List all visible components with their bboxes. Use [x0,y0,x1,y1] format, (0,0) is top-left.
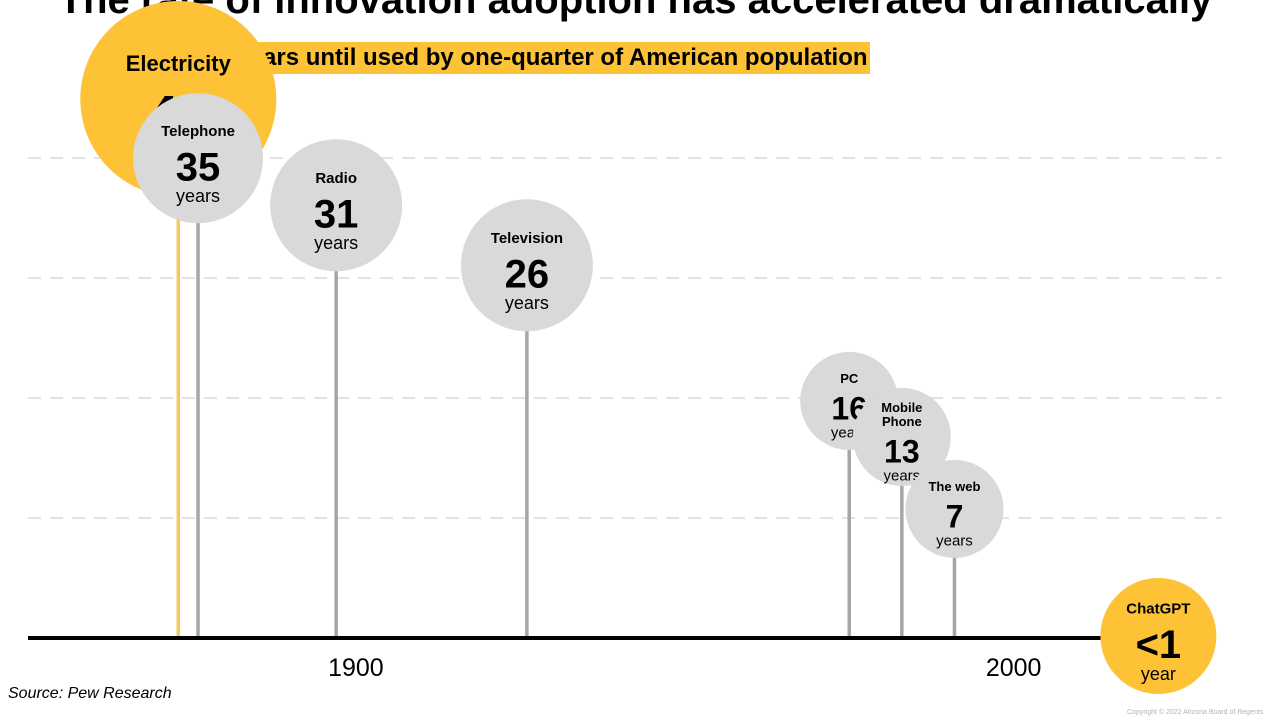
source-note: Source: Pew Research [8,685,172,702]
point-label-electricity: Electricity [126,51,232,76]
x-tick-label-1900: 1900 [328,654,384,682]
point-label-television: Television [491,230,563,247]
point-value-the-web: 7 [946,499,964,535]
point-label-radio: Radio [315,170,357,187]
point-value-mobile-phone: 13 [884,434,920,470]
bubble-circle-mobile-phone [852,387,951,486]
point-unit-telephone: years [176,186,220,206]
point-label-chatgpt: ChatGPT [1126,601,1190,618]
point-unit-mobile-phone: years [884,468,921,485]
point-value-chatgpt: <1 [1136,623,1182,667]
copyright-note: Copyright © 2022 Arizona Board of Regent… [1127,709,1264,716]
point-label-mobile-phone-0: Mobile [881,400,922,415]
bubble-circle-chatgpt [1100,578,1217,694]
point-unit-television: years [505,293,549,313]
bubble-circle-telephone [133,93,264,224]
point-label-the-web: The web [928,479,980,494]
point-value-television: 26 [505,253,550,297]
point-unit-the-web: years [936,533,973,550]
bubble-circle-the-web [905,459,1004,558]
point-unit-radio: years [314,233,358,253]
bubble-circle-television [460,199,593,332]
bubble-circle-radio [270,139,403,272]
point-unit-chatgpt: year [1141,664,1176,684]
point-label-mobile-phone-1: Phone [882,414,922,429]
point-label-telephone: Telephone [161,123,235,140]
page-title: The rate of innovation adoption has acce… [58,0,1213,22]
x-tick-label-2000: 2000 [986,654,1042,682]
point-value-radio: 31 [314,193,359,237]
point-label-pc: PC [840,371,859,386]
point-value-telephone: 35 [176,145,221,189]
chart-subtitle: Years until used by one-quarter of Ameri… [233,42,870,74]
